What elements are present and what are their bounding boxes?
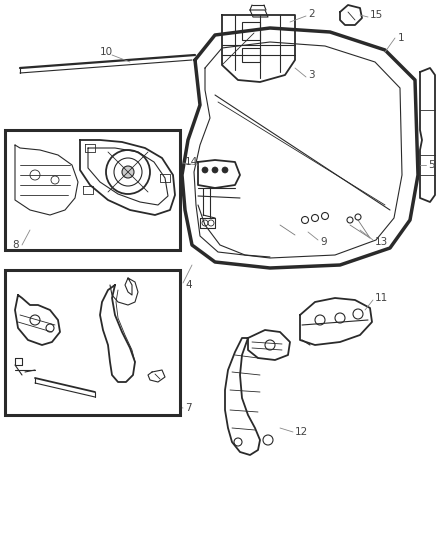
Text: 13: 13 (375, 237, 388, 247)
Text: 8: 8 (12, 240, 19, 250)
Circle shape (222, 167, 228, 173)
Text: 7: 7 (185, 403, 192, 413)
Text: 9: 9 (320, 237, 327, 247)
Text: 10: 10 (100, 47, 113, 57)
Text: 5: 5 (428, 160, 434, 170)
Circle shape (202, 167, 208, 173)
Bar (242, 22, 260, 40)
Text: 11: 11 (375, 293, 388, 303)
Text: 1: 1 (398, 33, 405, 43)
Text: 12: 12 (295, 427, 308, 437)
Text: 3: 3 (308, 70, 314, 80)
Text: 2: 2 (308, 9, 314, 19)
Text: 14: 14 (185, 157, 198, 167)
Circle shape (122, 166, 134, 178)
Text: 15: 15 (370, 10, 383, 20)
Circle shape (212, 167, 218, 173)
Bar (5, 270, 180, 415)
Bar (5, 130, 180, 250)
Bar (242, 48, 260, 62)
Text: 4: 4 (185, 280, 192, 290)
